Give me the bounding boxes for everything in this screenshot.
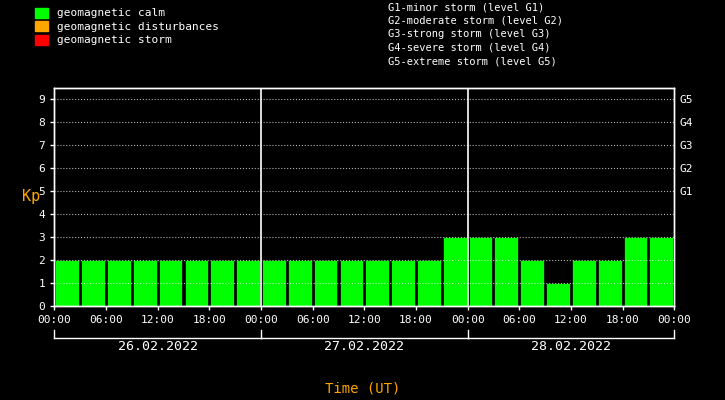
Bar: [546, 283, 570, 306]
Bar: [417, 260, 441, 306]
Bar: [521, 260, 544, 306]
Bar: [262, 260, 286, 306]
Text: G1-minor storm (level G1)
G2-moderate storm (level G2)
G3-strong storm (level G3: G1-minor storm (level G1) G2-moderate st…: [388, 2, 563, 66]
Bar: [468, 237, 492, 306]
Bar: [288, 260, 312, 306]
Text: 27.02.2022: 27.02.2022: [324, 340, 405, 352]
Legend: geomagnetic calm, geomagnetic disturbances, geomagnetic storm: geomagnetic calm, geomagnetic disturbanc…: [35, 8, 219, 46]
Bar: [314, 260, 337, 306]
Bar: [624, 237, 647, 306]
Bar: [392, 260, 415, 306]
Text: 26.02.2022: 26.02.2022: [117, 340, 198, 352]
Bar: [81, 260, 105, 306]
Bar: [494, 237, 518, 306]
Bar: [55, 260, 79, 306]
Bar: [236, 260, 260, 306]
Bar: [598, 260, 621, 306]
Bar: [107, 260, 130, 306]
Text: Time (UT): Time (UT): [325, 382, 400, 396]
Bar: [133, 260, 157, 306]
Bar: [650, 237, 674, 306]
Bar: [572, 260, 596, 306]
Bar: [159, 260, 183, 306]
Bar: [365, 260, 389, 306]
Bar: [185, 260, 208, 306]
Bar: [210, 260, 234, 306]
Bar: [443, 237, 467, 306]
Bar: [339, 260, 363, 306]
Text: Kp: Kp: [22, 190, 40, 204]
Text: 28.02.2022: 28.02.2022: [531, 340, 611, 352]
